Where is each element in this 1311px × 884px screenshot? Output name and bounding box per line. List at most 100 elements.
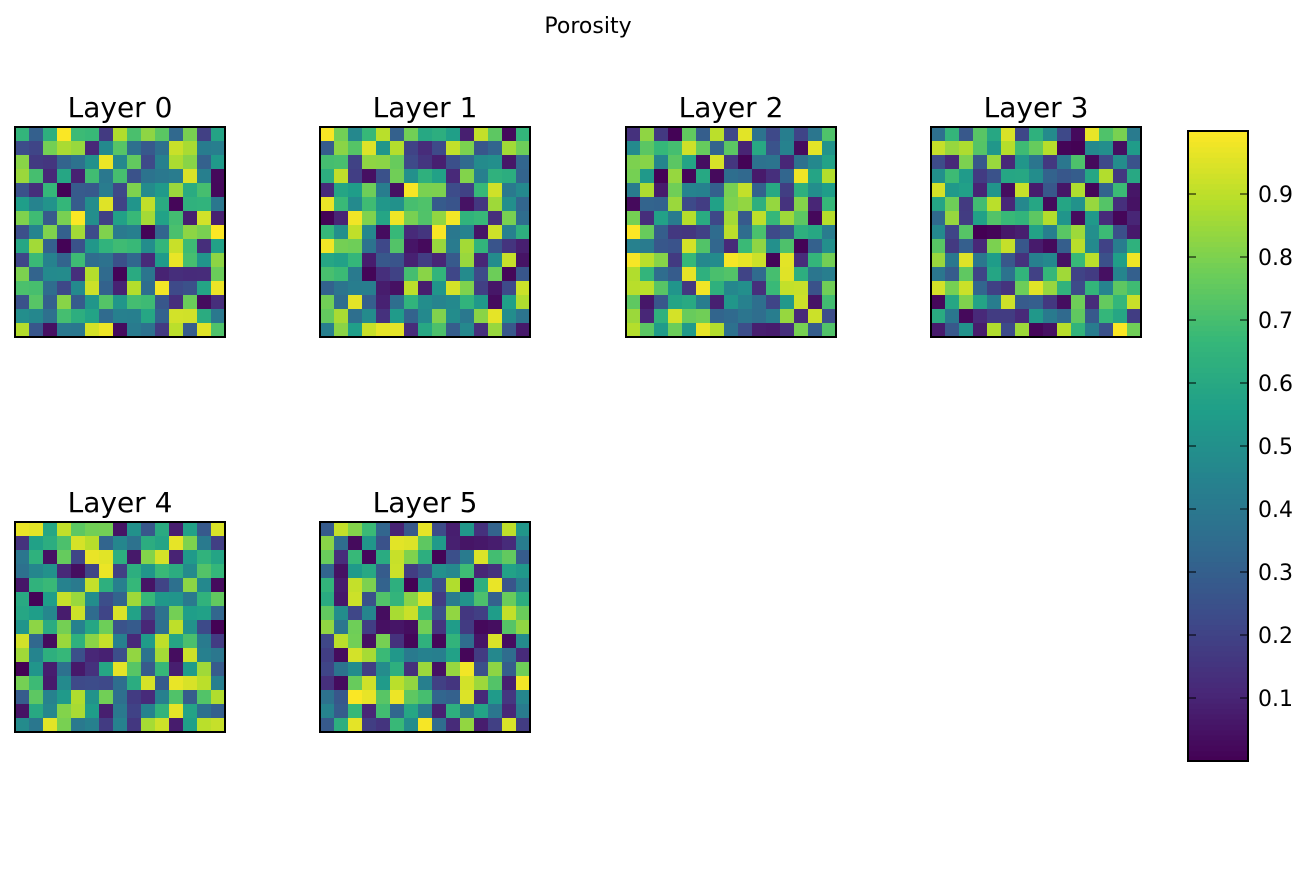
panel-title: Layer 4	[68, 486, 173, 519]
heatmap-cell	[362, 634, 377, 649]
heatmap-cell	[654, 155, 669, 170]
heatmap-cell	[931, 309, 946, 324]
heatmap-cell	[1057, 323, 1072, 338]
heatmap-cell	[99, 592, 114, 607]
heatmap-cell	[57, 620, 72, 635]
heatmap-cell	[640, 239, 655, 254]
heatmap-cell	[1085, 309, 1100, 324]
heatmap-cell	[502, 536, 517, 551]
heatmap-cell	[71, 225, 86, 240]
heatmap-cell	[320, 197, 335, 212]
heatmap-cell	[99, 676, 114, 691]
heatmap-cell	[446, 536, 461, 551]
heatmap-cell	[780, 267, 795, 282]
heatmap-cell	[822, 295, 837, 310]
heatmap-cell	[71, 634, 86, 649]
colorbar-segment	[1188, 692, 1248, 699]
colorbar-segment	[1188, 167, 1248, 174]
heatmap-cell	[71, 267, 86, 282]
heatmap-cell	[987, 267, 1002, 282]
heatmap-cell	[668, 141, 683, 156]
heatmap-cell	[183, 281, 198, 296]
heatmap-cell	[334, 267, 349, 282]
heatmap-cell	[654, 239, 669, 254]
heatmap-cell	[99, 536, 114, 551]
heatmap-cell	[15, 620, 30, 635]
heatmap-cell	[460, 578, 475, 593]
heatmap-cell	[183, 592, 198, 607]
colorbar-segment	[1188, 472, 1248, 479]
heatmap-cell	[348, 690, 363, 705]
heatmap-cell	[945, 239, 960, 254]
heatmap-cell	[113, 522, 128, 537]
heatmap-cell	[376, 592, 391, 607]
heatmap-cell	[155, 169, 170, 184]
heatmap-cell	[780, 309, 795, 324]
heatmap-cell	[390, 295, 405, 310]
panel-title: Layer 1	[373, 91, 478, 124]
heatmap-cell	[1099, 323, 1114, 338]
heatmap-cell	[1085, 197, 1100, 212]
heatmap-cell	[973, 281, 988, 296]
heatmap-cell	[945, 127, 960, 142]
heatmap-cell	[446, 578, 461, 593]
colorbar-segment	[1188, 624, 1248, 631]
heatmap-cell	[390, 281, 405, 296]
heatmap-cell	[654, 281, 669, 296]
heatmap-cell	[696, 309, 711, 324]
colorbar-segment	[1188, 356, 1248, 363]
heatmap-cell	[502, 239, 517, 254]
heatmap-cell	[1015, 239, 1030, 254]
heatmap-cell	[474, 662, 489, 677]
heatmap-panel-2: Layer 2	[625, 91, 837, 338]
heatmap-cell	[197, 309, 212, 324]
figure-title: Porosity	[544, 14, 631, 39]
heatmap-cell	[1071, 253, 1086, 268]
heatmap-cell	[668, 295, 683, 310]
heatmap-cell	[197, 690, 212, 705]
heatmap-cell	[488, 634, 503, 649]
colorbar-segment	[1188, 645, 1248, 652]
colorbar-segment	[1188, 267, 1248, 274]
heatmap-cell	[682, 253, 697, 268]
heatmap-cell	[710, 295, 725, 310]
heatmap-cell	[724, 225, 739, 240]
heatmap-cell	[640, 281, 655, 296]
heatmap-cell	[320, 578, 335, 593]
heatmap-cell	[29, 662, 44, 677]
colorbar-segment	[1188, 152, 1248, 158]
heatmap-cell	[197, 634, 212, 649]
heatmap-cell	[1015, 211, 1030, 226]
heatmap-cell	[1057, 155, 1072, 170]
heatmap-cell	[155, 606, 170, 621]
heatmap-cell	[15, 169, 30, 184]
heatmap-cell	[945, 295, 960, 310]
heatmap-cell	[446, 662, 461, 677]
heatmap-cell	[127, 704, 142, 719]
heatmap-cell	[348, 155, 363, 170]
heatmap-cell	[15, 127, 30, 142]
heatmap-cell	[488, 295, 503, 310]
heatmap-cell	[71, 592, 86, 607]
heatmap-cell	[474, 704, 489, 719]
heatmap-cell	[1113, 239, 1128, 254]
heatmap-cell	[780, 281, 795, 296]
heatmap-cell	[1099, 267, 1114, 282]
heatmap-cell	[376, 522, 391, 537]
heatmap-cell	[404, 620, 419, 635]
heatmap-cell	[1015, 155, 1030, 170]
heatmap-cell	[197, 592, 212, 607]
heatmap-cell	[15, 309, 30, 324]
heatmap-cell	[15, 704, 30, 719]
heatmap-cell	[211, 309, 226, 324]
heatmap-cell	[502, 281, 517, 296]
heatmap-cell	[1029, 267, 1044, 282]
heatmap-cell	[446, 183, 461, 198]
heatmap-cell	[43, 211, 58, 226]
heatmap-cell	[738, 183, 753, 198]
heatmap-cell	[141, 606, 156, 621]
heatmap-cell	[418, 127, 433, 142]
heatmap-cell	[57, 155, 72, 170]
heatmap-cell	[169, 704, 184, 719]
heatmap-cell	[710, 197, 725, 212]
